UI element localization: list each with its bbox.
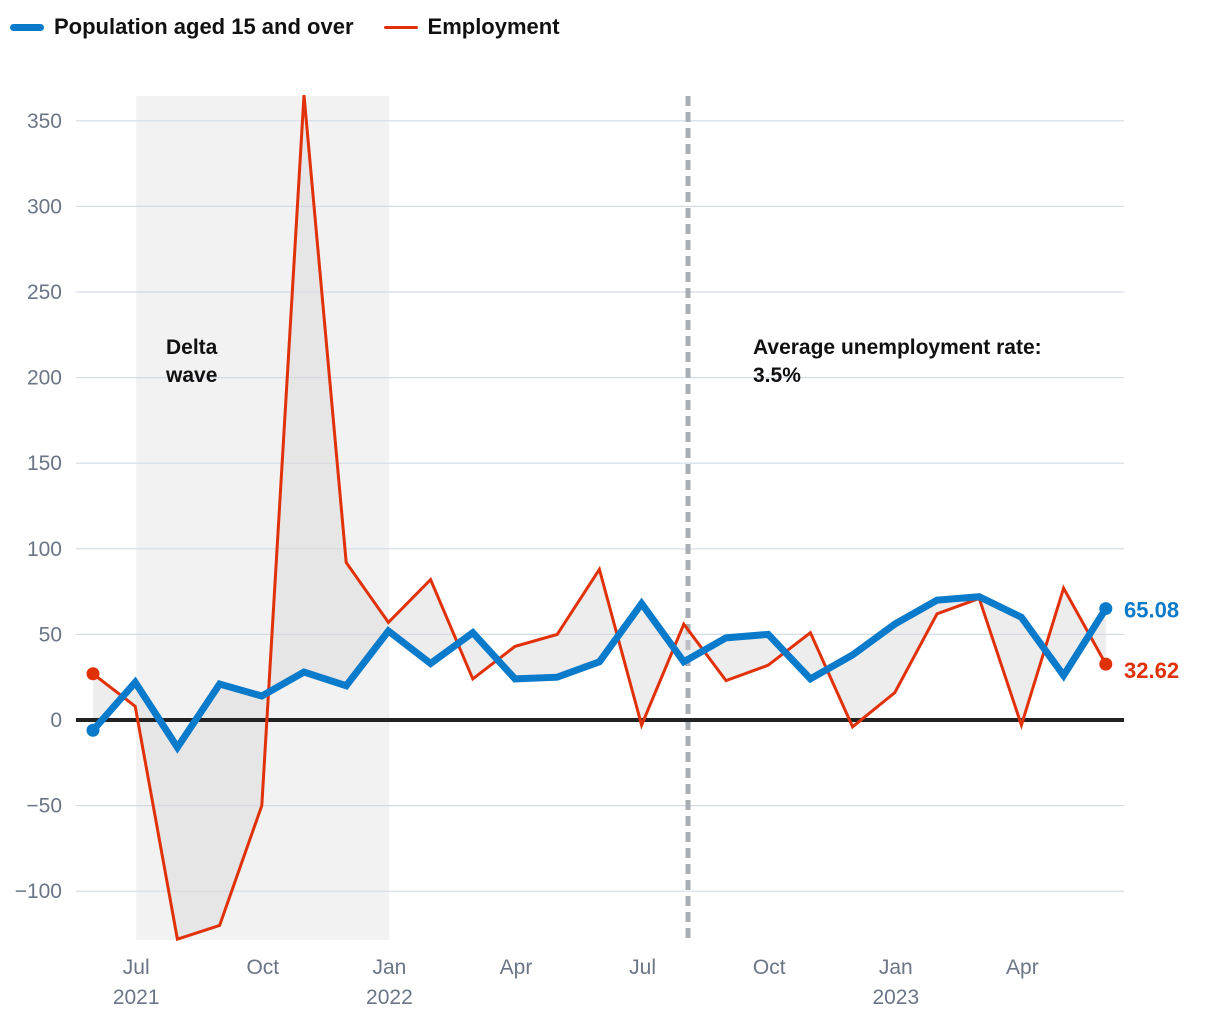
population-end-label: 65.08	[1124, 598, 1179, 623]
y-tick-label: −100	[15, 880, 62, 903]
x-tick-label: Apr	[1006, 956, 1039, 979]
y-tick-label: −50	[26, 795, 62, 818]
legend: Population aged 15 and over Employment	[10, 14, 560, 40]
x-tick-label: Jan	[372, 956, 406, 979]
delta-wave-label: Delta	[166, 336, 218, 359]
delta-wave-label: wave	[165, 364, 217, 387]
x-tick-label: Oct	[246, 956, 279, 979]
series-gap-fill	[93, 95, 1106, 940]
y-tick-label: 200	[27, 367, 62, 390]
y-tick-label: 250	[27, 281, 62, 304]
legend-item-employment[interactable]: Employment	[383, 14, 560, 40]
x-tick-year-label: 2022	[366, 986, 413, 1009]
employment-end-point	[1099, 657, 1113, 671]
legend-label-employment: Employment	[427, 14, 560, 39]
y-tick-label: 50	[39, 623, 62, 646]
y-tick-label: 150	[27, 452, 62, 475]
x-tick-year-label: 2023	[872, 986, 919, 1009]
population-start-point	[86, 723, 100, 737]
reference-line-label: Average unemployment rate:	[753, 336, 1042, 359]
legend-label-population: Population aged 15 and over	[54, 14, 354, 39]
x-tick-label: Jul	[629, 956, 656, 979]
y-tick-label: 100	[27, 538, 62, 561]
employment-line	[92, 94, 1108, 942]
x-tick-year-label: 2021	[113, 986, 160, 1009]
reference-line-label: 3.5%	[753, 364, 801, 387]
y-tick-label: 300	[27, 195, 62, 218]
population-line	[90, 593, 1109, 754]
employment-start-point	[86, 667, 100, 681]
y-tick-label: 0	[50, 709, 62, 732]
population-end-point	[1099, 602, 1113, 616]
x-tick-label: Oct	[753, 956, 786, 979]
y-tick-label: 350	[27, 110, 62, 133]
x-tick-label: Apr	[500, 956, 533, 979]
employment-end-label: 32.62	[1124, 658, 1179, 683]
legend-swatch-employment	[383, 25, 418, 29]
x-tick-label: Jul	[123, 956, 150, 979]
x-tick-label: Jan	[879, 956, 913, 979]
legend-swatch-population	[10, 23, 44, 31]
legend-item-population[interactable]: Population aged 15 and over	[10, 14, 354, 40]
